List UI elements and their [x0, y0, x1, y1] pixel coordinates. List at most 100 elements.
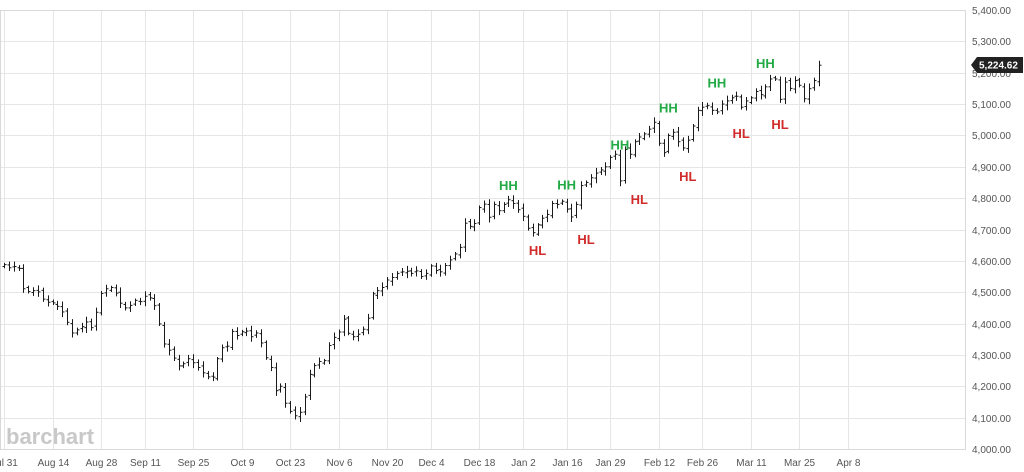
- ohlc-bar: [288, 400, 293, 414]
- ohlc-bar: [817, 60, 822, 87]
- last-price-tag: [971, 56, 1023, 73]
- ohlc-bar: [618, 149, 623, 187]
- ohlc-bar: [196, 359, 201, 371]
- ohlc-bar: [642, 132, 647, 141]
- y-tick-label: 5,300.00: [972, 37, 1011, 48]
- x-tick-label: Jan 29: [595, 458, 625, 469]
- ohlc-bar: [768, 74, 773, 91]
- ohlc-bar: [536, 223, 541, 236]
- ohlc-bar: [75, 327, 80, 336]
- ohlc-bar: [371, 291, 376, 320]
- ohlc-bar: [560, 199, 565, 206]
- ohlc-bar: [308, 369, 313, 401]
- last-price-value: 5,224.62: [979, 60, 1018, 71]
- higher-low-label: HL: [577, 232, 594, 247]
- ohlc-bar: [531, 223, 536, 237]
- ohlc-bar: [70, 319, 75, 338]
- ohlc-bar: [623, 146, 628, 184]
- ohlc-bar: [589, 174, 594, 188]
- ohlc-bar: [206, 371, 211, 380]
- x-tick-label: Dec 4: [418, 458, 445, 469]
- ohlc-bar: [778, 76, 783, 103]
- ohlc-bar: [414, 266, 419, 277]
- ohlc-bar: [152, 294, 157, 311]
- x-tick-label: Mar 25: [784, 458, 816, 469]
- x-tick-label: Mar 11: [736, 458, 767, 469]
- ohlc-bar: [506, 195, 511, 207]
- ohlc-bar: [123, 301, 128, 311]
- ohlc-bar: [337, 329, 342, 342]
- ohlc-bar: [744, 96, 749, 111]
- x-tick-label: Feb 26: [687, 458, 719, 469]
- ohlc-bar: [80, 322, 85, 333]
- ohlc-bar: [686, 135, 691, 153]
- ohlc-bar: [2, 262, 7, 269]
- ohlc-bar: [220, 344, 225, 363]
- ohlc-bar: [114, 284, 119, 297]
- ohlc-bar: [773, 75, 778, 81]
- ohlc-bar: [628, 143, 633, 159]
- ohlc-bar: [608, 155, 613, 170]
- x-tick-label: Jan 2: [511, 458, 536, 469]
- ohlc-bar: [613, 150, 618, 160]
- higher-low-label: HL: [733, 126, 750, 141]
- ohlc-bar: [419, 269, 424, 279]
- ohlc-bar: [429, 264, 434, 277]
- ohlc-bar: [148, 291, 153, 301]
- ohlc-bar: [104, 284, 109, 297]
- ohlc-bar: [84, 316, 89, 333]
- ohlc-bar: [322, 358, 327, 365]
- ohlc-bar: [55, 300, 60, 310]
- ohlc-bar: [526, 214, 531, 231]
- ohlc-bar: [511, 195, 516, 209]
- ohlc-bar: [545, 209, 550, 223]
- ohlc-bar: [807, 83, 812, 105]
- x-tick-label: Nov 20: [372, 458, 404, 469]
- ohlc-bar: [783, 77, 788, 105]
- x-tick-label: Aug 14: [38, 458, 70, 469]
- ohlc-bar: [361, 326, 366, 336]
- x-axis: Jul 31 Aug 14 Aug 28 Sep 11 Sep 25 Oct 9 Oct 2…: [0, 458, 861, 469]
- ohlc-bar: [167, 339, 172, 356]
- ohlc-bar: [138, 297, 143, 306]
- higher-high-label: HH: [756, 56, 775, 71]
- ohlc-bar: [569, 203, 574, 222]
- y-tick-label: 4,400.00: [972, 320, 1011, 331]
- ohlc-bar: [730, 94, 735, 104]
- ohlc-bar: [269, 355, 274, 372]
- ohlc-bar: [264, 340, 269, 360]
- ohlc-bar: [671, 128, 676, 140]
- higher-high-label: HH: [557, 178, 576, 193]
- ohlc-bar: [400, 268, 405, 276]
- ohlc-bar: [793, 76, 798, 94]
- ohlc-bar: [230, 328, 235, 350]
- ohlc-bar: [21, 264, 26, 293]
- y-axis: 4,000.00 4,100.00 4,200.00 4,300.00 4,400.00…: [972, 6, 1011, 456]
- x-tick-label: Sep 11: [130, 458, 161, 469]
- higher-high-label: HH: [708, 75, 727, 90]
- y-tick-label: 5,200.00: [972, 69, 1011, 80]
- ohlc-bar: [749, 96, 754, 105]
- ohlc-bar: [555, 199, 560, 209]
- x-tick-label: Sep 25: [178, 458, 210, 469]
- ohlc-bar: [540, 214, 545, 229]
- y-tick-label: 4,900.00: [972, 163, 1011, 174]
- ohlc-bar: [715, 108, 720, 115]
- higher-low-label: HL: [529, 243, 546, 258]
- last-price-badge: 5,224.62: [971, 56, 1023, 73]
- ohlc-bar: [191, 354, 196, 369]
- x-tick-label: Dec 18: [464, 458, 496, 469]
- ohlc-bar: [482, 200, 487, 213]
- ohlc-bar: [594, 167, 599, 184]
- ohlc-bar: [472, 219, 477, 232]
- ohlc-bar: [720, 100, 725, 115]
- x-tick-label: Aug 28: [86, 458, 118, 469]
- x-tick-label: Apr 8: [837, 458, 861, 469]
- ohlc-bar: [186, 354, 191, 367]
- ohlc-bar: [118, 287, 123, 309]
- ohlc-bar: [342, 315, 347, 337]
- y-tick-label: 4,600.00: [972, 257, 1011, 268]
- ohlc-bar: [274, 362, 279, 396]
- ohlc-bar: [293, 406, 298, 420]
